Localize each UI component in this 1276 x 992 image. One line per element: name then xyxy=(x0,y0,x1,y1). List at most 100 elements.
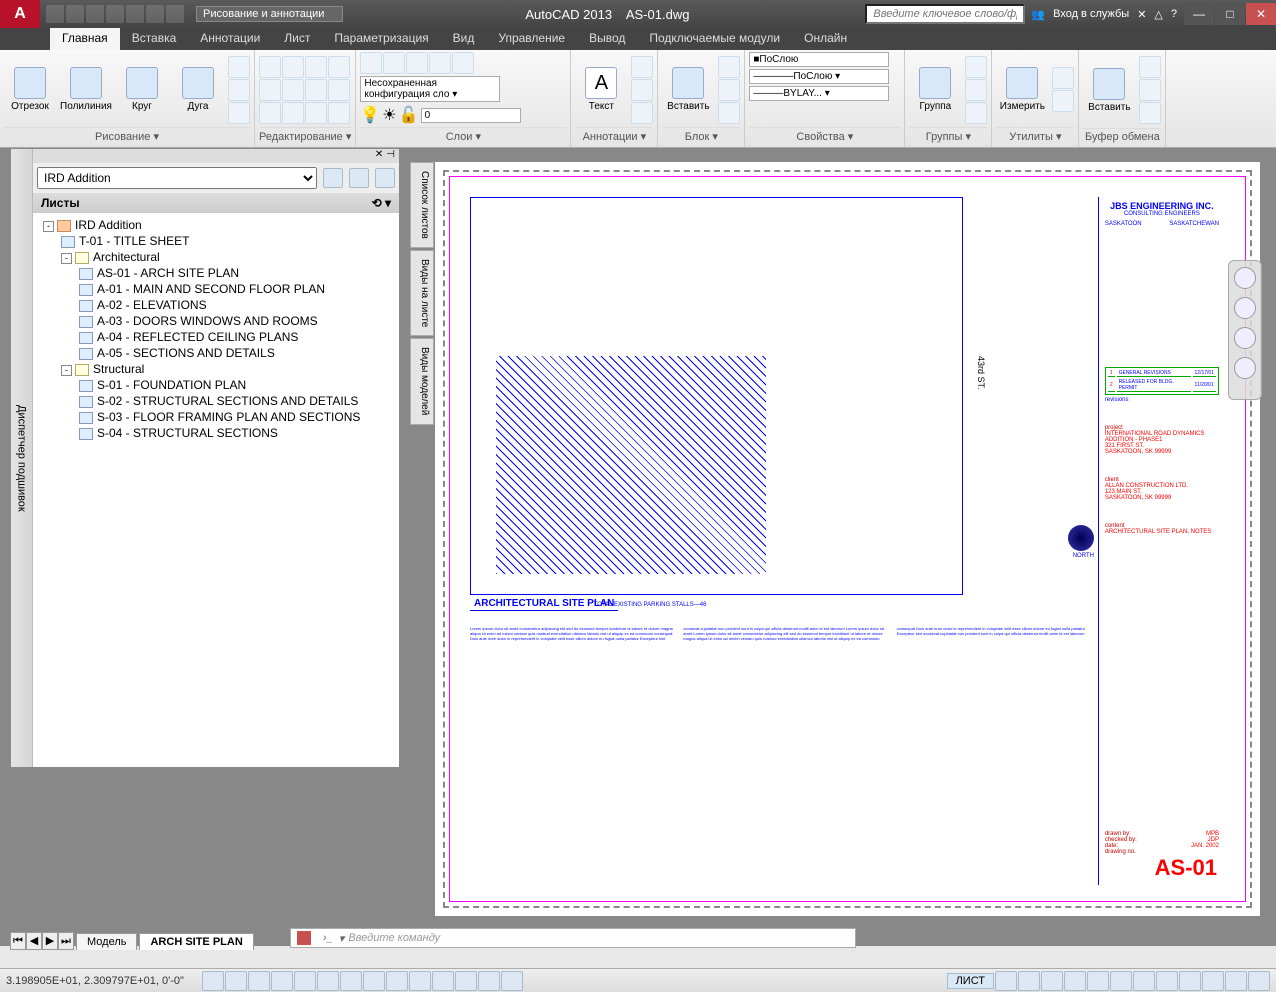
sb-r1[interactable] xyxy=(995,971,1017,991)
layer-combo[interactable]: 0 xyxy=(421,108,521,123)
tree-item[interactable]: -Architectural xyxy=(41,249,391,265)
sb-r12[interactable] xyxy=(1248,971,1270,991)
copy-button[interactable] xyxy=(259,79,281,101)
ssm-refresh-icon[interactable] xyxy=(323,168,343,188)
ducs-toggle[interactable] xyxy=(363,971,385,991)
linetype-combo[interactable]: ————ПоСлою ▾ xyxy=(749,69,889,84)
edit-btn-8[interactable] xyxy=(328,79,350,101)
qat-save-icon[interactable] xyxy=(86,5,104,23)
draw-small-2[interactable] xyxy=(228,79,250,101)
copy-clip-button[interactable] xyxy=(1139,79,1161,101)
close-button[interactable]: ✕ xyxy=(1246,3,1276,25)
ungroup-button[interactable] xyxy=(965,56,987,78)
tree-item[interactable]: -Structural xyxy=(41,361,391,377)
tree-item[interactable]: S-02 - STRUCTURAL SECTIONS AND DETAILS xyxy=(41,393,391,409)
qat-saveas-icon[interactable] xyxy=(106,5,124,23)
zoom-icon[interactable] xyxy=(1234,327,1256,349)
create-block-button[interactable] xyxy=(718,56,740,78)
sb-r3[interactable] xyxy=(1041,971,1063,991)
paste-button[interactable]: Вставить xyxy=(1083,66,1135,115)
tree-item[interactable]: T-01 - TITLE SHEET xyxy=(41,233,391,249)
tree-item[interactable]: A-02 - ELEVATIONS xyxy=(41,297,391,313)
cut-button[interactable] xyxy=(1139,56,1161,78)
autodesk360-icon[interactable]: △ xyxy=(1154,8,1162,21)
drawing-canvas[interactable]: 43rd ST. TOTAL EXISTING PARKING STALLS—4… xyxy=(435,162,1260,916)
tab-online[interactable]: Онлайн xyxy=(792,28,859,50)
model-tab[interactable]: Модель xyxy=(76,933,137,950)
text-button[interactable]: AТекст xyxy=(575,65,627,114)
line-button[interactable]: Отрезок xyxy=(4,65,56,114)
dim-button[interactable] xyxy=(631,56,653,78)
tree-item[interactable]: A-05 - SECTIONS AND DETAILS xyxy=(41,345,391,361)
arc-button[interactable]: Дуга xyxy=(172,65,224,114)
panel-annot-title[interactable]: Аннотации ▾ xyxy=(575,127,653,145)
pan-icon[interactable] xyxy=(1234,297,1256,319)
space-label[interactable]: ЛИСТ xyxy=(947,973,994,989)
panel-edit-title[interactable]: Редактирование ▾ xyxy=(259,127,351,145)
draw-small-1[interactable] xyxy=(228,56,250,78)
qp-toggle[interactable] xyxy=(455,971,477,991)
ssm-title-bar[interactable]: Диспетчер подшивок xyxy=(11,149,33,767)
array-button[interactable] xyxy=(305,102,327,124)
app-menu-button[interactable]: A xyxy=(0,0,40,28)
qat-redo-icon[interactable] xyxy=(166,5,184,23)
tree-item[interactable]: -IRD Addition xyxy=(41,217,391,233)
vp-tab-modelviews[interactable]: Виды моделей xyxy=(410,338,434,424)
tab-insert[interactable]: Вставка xyxy=(120,28,189,50)
vp-tab-sheetviews[interactable]: Виды на листе xyxy=(410,250,434,336)
lwt-toggle[interactable] xyxy=(409,971,431,991)
edit-block-button[interactable] xyxy=(718,79,740,101)
sb-r10[interactable] xyxy=(1202,971,1224,991)
layer-btn-5[interactable] xyxy=(452,52,474,74)
insert-button[interactable]: Вставить xyxy=(662,65,714,114)
tree-item[interactable]: S-01 - FOUNDATION PLAN xyxy=(41,377,391,393)
command-line[interactable]: ›_ ▾ Введите команду xyxy=(290,928,856,948)
block-attr-button[interactable] xyxy=(718,102,740,124)
dyn-toggle[interactable] xyxy=(386,971,408,991)
3dosnap-toggle[interactable] xyxy=(317,971,339,991)
util-btn-1[interactable] xyxy=(1052,67,1074,89)
move-button[interactable] xyxy=(259,56,281,78)
panel-layers-title[interactable]: Слои ▾ xyxy=(360,127,566,145)
rotate-button[interactable] xyxy=(282,56,304,78)
help-icon[interactable]: ? xyxy=(1171,8,1177,20)
match-button[interactable] xyxy=(1139,102,1161,124)
panel-props-title[interactable]: Свойства ▾ xyxy=(749,127,900,145)
tree-item[interactable]: A-01 - MAIN AND SECOND FLOOR PLAN xyxy=(41,281,391,297)
minimize-button[interactable]: — xyxy=(1184,3,1214,25)
sb-r7[interactable] xyxy=(1133,971,1155,991)
ortho-toggle[interactable] xyxy=(248,971,270,991)
polar-toggle[interactable] xyxy=(271,971,293,991)
sheetset-select[interactable]: IRD Addition xyxy=(37,167,317,189)
stretch-button[interactable] xyxy=(259,102,281,124)
tree-item[interactable]: S-04 - STRUCTURAL SECTIONS xyxy=(41,425,391,441)
color-combo[interactable]: ■ПоСлою xyxy=(749,52,889,67)
tab-output[interactable]: Вывод xyxy=(577,28,637,50)
tree-item[interactable]: AS-01 - ARCH SITE PLAN xyxy=(41,265,391,281)
tree-item[interactable]: A-03 - DOORS WINDOWS AND ROOMS xyxy=(41,313,391,329)
layer-btn-3[interactable] xyxy=(406,52,428,74)
ssm-autohide-icon[interactable]: ⊣ xyxy=(386,149,395,163)
tab-home[interactable]: Главная xyxy=(50,28,120,50)
fillet-button[interactable] xyxy=(305,79,327,101)
sb-r6[interactable] xyxy=(1110,971,1132,991)
mirror-button[interactable] xyxy=(282,79,304,101)
sb-r8[interactable] xyxy=(1156,971,1178,991)
qat-new-icon[interactable] xyxy=(46,5,64,23)
util-btn-2[interactable] xyxy=(1052,90,1074,112)
tree-expand-icon[interactable]: - xyxy=(43,221,54,232)
steering-wheel-icon[interactable] xyxy=(1234,267,1256,289)
ssm-expand-icon[interactable]: ⟲ ▾ xyxy=(372,196,391,210)
sb-r4[interactable] xyxy=(1064,971,1086,991)
panel-block-title[interactable]: Блок ▾ xyxy=(662,127,740,145)
lt-first-icon[interactable]: ⏮ xyxy=(10,932,26,950)
edit-btn-12[interactable] xyxy=(328,102,350,124)
infocenter-icon[interactable]: 👥 xyxy=(1031,8,1045,21)
grid-toggle[interactable] xyxy=(225,971,247,991)
leader-button[interactable] xyxy=(631,79,653,101)
lineweight-combo[interactable]: ———BYLAY... ▾ xyxy=(749,86,889,101)
layer-state-combo[interactable]: Несохраненная конфигурация сло ▾ xyxy=(360,76,500,102)
tab-plugins[interactable]: Подключаемые модули xyxy=(637,28,792,50)
tpy-toggle[interactable] xyxy=(432,971,454,991)
measure-button[interactable]: Измерить xyxy=(996,65,1048,114)
